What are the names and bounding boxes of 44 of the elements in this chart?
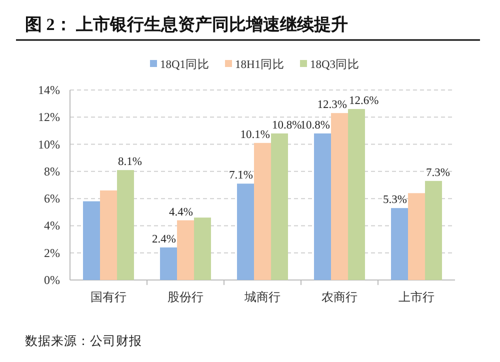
y-tick-label: 6% bbox=[44, 192, 60, 206]
bar bbox=[83, 201, 100, 280]
bar bbox=[348, 109, 365, 280]
data-label: 12.6% bbox=[349, 95, 380, 107]
bar bbox=[391, 208, 408, 280]
y-tick-label: 0% bbox=[44, 273, 60, 287]
legend-label: 18Q1同比 bbox=[160, 58, 210, 71]
data-label: 10.8% bbox=[300, 119, 330, 132]
data-label: 7.3% bbox=[426, 166, 450, 179]
legend-label: 18Q3同比 bbox=[310, 58, 360, 71]
data-label: 8.1% bbox=[118, 156, 142, 168]
chart-title: 图 2： 上市银行生息资产同比增速继续提升 bbox=[25, 15, 348, 34]
legend-label: 18H1同比 bbox=[235, 58, 285, 71]
data-label: 2.4% bbox=[152, 233, 176, 246]
bar bbox=[117, 170, 134, 280]
data-label: 7.1% bbox=[229, 170, 254, 182]
data-label: 12.3% bbox=[317, 99, 348, 112]
x-tick-label: 国有行 bbox=[90, 290, 126, 304]
bar bbox=[331, 113, 348, 280]
x-tick-label: 农商行 bbox=[322, 290, 358, 304]
bar bbox=[254, 142, 271, 280]
y-tick-label: 8% bbox=[44, 164, 60, 178]
bar bbox=[237, 184, 254, 280]
bar bbox=[160, 247, 177, 280]
bar bbox=[194, 218, 211, 280]
y-tick-label: 4% bbox=[44, 218, 60, 233]
y-tick-label: 10% bbox=[38, 137, 60, 152]
y-tick-label: 14% bbox=[38, 83, 60, 97]
y-tick-label: 12% bbox=[38, 110, 60, 124]
x-tick-label: 城商行 bbox=[244, 290, 280, 304]
data-label: 4.4% bbox=[169, 206, 194, 218]
bar bbox=[100, 190, 117, 280]
bar bbox=[425, 180, 442, 280]
bar bbox=[271, 133, 288, 280]
x-tick-label: 上市行 bbox=[398, 290, 434, 304]
y-tick-label: 2% bbox=[44, 246, 60, 260]
bar bbox=[177, 220, 194, 280]
bar bbox=[314, 133, 331, 280]
source-note: 数据来源：公司财报 bbox=[25, 334, 142, 348]
data-label: 10.1% bbox=[240, 128, 270, 141]
x-tick-label: 股份行 bbox=[168, 290, 204, 304]
data-label: 10.8% bbox=[272, 119, 302, 132]
data-label: 5.3% bbox=[383, 194, 408, 206]
bar bbox=[408, 193, 425, 280]
